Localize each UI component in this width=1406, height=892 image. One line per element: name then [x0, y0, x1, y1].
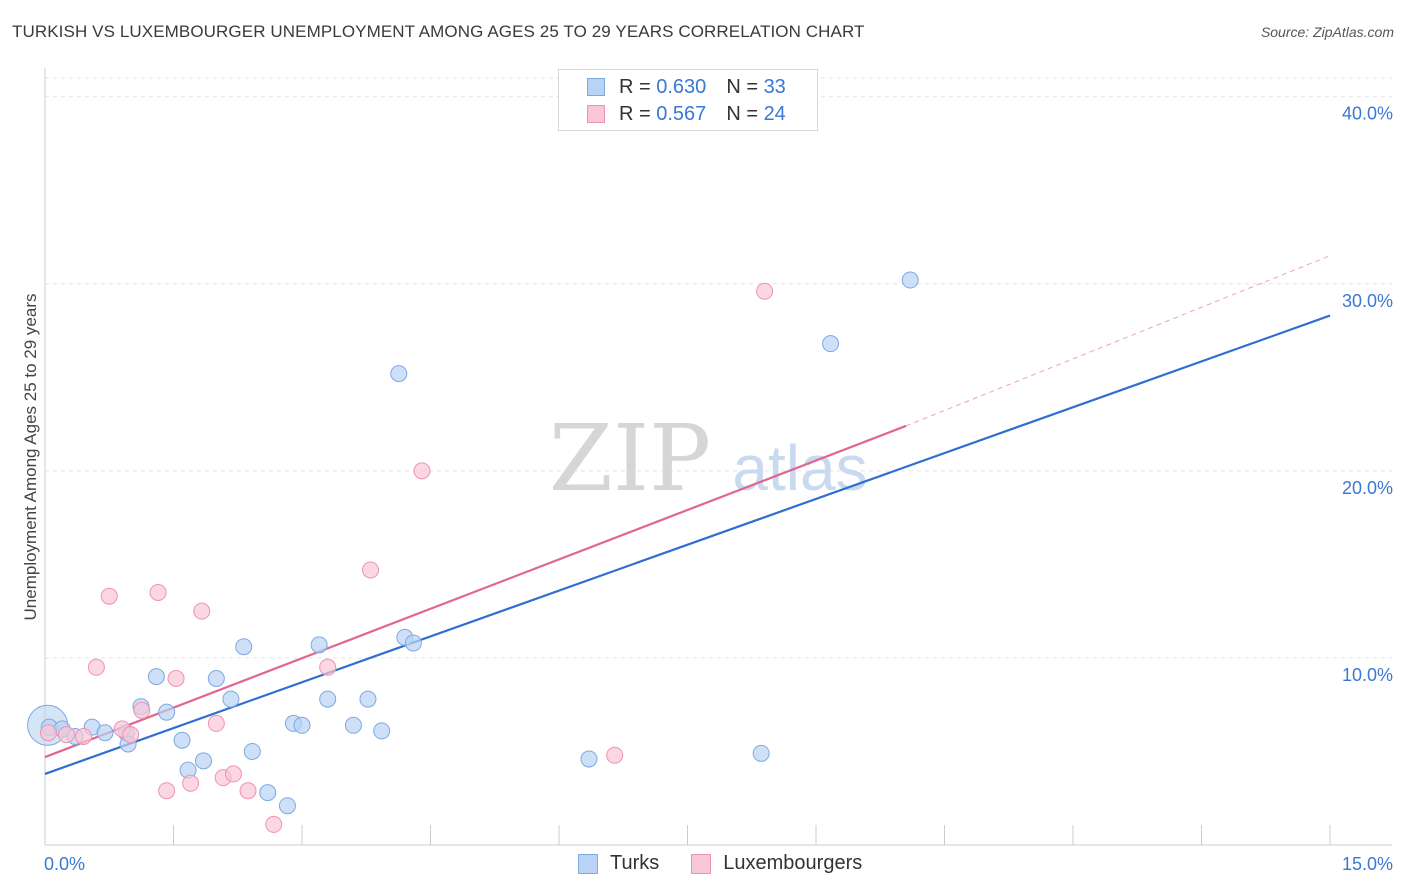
- luxembourgers-point: [193, 602, 211, 620]
- watermark-atlas: atlas: [732, 432, 867, 504]
- turks-point: [373, 722, 391, 740]
- turks-point: [822, 335, 840, 353]
- y-tick-label: 10.0%: [1342, 665, 1393, 685]
- bottom-legend-luxembourgers: Luxembourgers: [723, 852, 863, 874]
- turks-point: [752, 744, 770, 762]
- luxembourgers-point: [265, 815, 283, 833]
- lux-n-label: N =: [726, 102, 758, 125]
- y-tick-label: 30.0%: [1342, 291, 1393, 311]
- luxembourgers-point: [100, 587, 118, 605]
- turks-point: [207, 670, 225, 688]
- turks-point: [310, 636, 328, 654]
- turks-trendline: [44, 314, 1331, 775]
- y-tick-label: 20.0%: [1342, 478, 1393, 498]
- bottom-legend-turks-swatch: [578, 853, 598, 874]
- turks-n-value: 33: [763, 75, 786, 98]
- chart-source: Source: ZipAtlas.com: [1260, 24, 1394, 40]
- luxembourgers-point: [362, 561, 380, 579]
- luxembourgers-point: [413, 462, 431, 480]
- luxembourgers-point: [57, 726, 75, 744]
- luxembourgers-point: [319, 658, 337, 676]
- data-points: [27, 271, 919, 833]
- legend-row-luxembourgers: R = 0.567 N = 24: [587, 102, 786, 126]
- luxembourgers-trendline-extension: [905, 255, 1331, 427]
- luxembourgers-point: [239, 782, 257, 800]
- luxembourgers-point: [167, 670, 185, 688]
- turks-point: [319, 690, 337, 708]
- legend-row-turks: R = 0.630 N = 33: [587, 75, 786, 99]
- turks-point: [194, 752, 212, 770]
- turks-point: [147, 668, 165, 686]
- axes: [44, 68, 1392, 846]
- lux-n-value: 24: [763, 102, 786, 125]
- trendlines: [44, 255, 1331, 775]
- luxembourgers-swatch: [587, 105, 605, 123]
- turks-point: [259, 784, 277, 802]
- turks-point: [344, 716, 362, 734]
- luxembourgers-point: [756, 282, 774, 300]
- bottom-legend-turks: Turks: [610, 852, 660, 874]
- luxembourgers-point: [122, 726, 140, 744]
- grid: [45, 77, 1392, 659]
- turks-r-label: R =: [619, 75, 651, 98]
- turks-point: [390, 365, 408, 383]
- luxembourgers-point: [224, 765, 242, 783]
- lux-r-value: 0.567: [656, 102, 707, 125]
- lux-r-label: R =: [619, 102, 651, 125]
- turks-point: [96, 724, 114, 742]
- turks-point: [278, 797, 296, 815]
- luxembourgers-point: [158, 782, 176, 800]
- turks-point: [580, 750, 598, 768]
- luxembourgers-point: [75, 727, 93, 745]
- turks-point: [173, 731, 191, 749]
- tick-labels: 10.0% 20.0% 30.0% 40.0% 0.0% 15.0%: [44, 104, 1393, 874]
- turks-point: [158, 703, 176, 721]
- y-axis-label: Unemployment Among Ages 25 to 29 years: [21, 293, 40, 621]
- turks-point: [243, 742, 261, 760]
- turks-n-label: N =: [726, 75, 758, 98]
- stats-legend: R = 0.630 N = 33 R = 0.567 N = 24: [558, 69, 818, 131]
- luxembourgers-point: [87, 658, 105, 676]
- x-tick-label-min: 0.0%: [44, 854, 85, 874]
- luxembourgers-trendline: [44, 424, 907, 759]
- turks-swatch: [587, 78, 605, 96]
- turks-point: [359, 690, 377, 708]
- turks-point: [404, 634, 422, 652]
- x-tick-label-max: 15.0%: [1342, 854, 1393, 874]
- turks-point: [293, 716, 311, 734]
- y-tick-label: 40.0%: [1342, 104, 1393, 124]
- bottom-legend-lux-swatch: [691, 853, 712, 874]
- luxembourgers-point: [207, 714, 225, 732]
- watermark: ZIP atlas: [549, 405, 868, 512]
- luxembourgers-point: [149, 583, 167, 601]
- luxembourgers-point: [182, 774, 200, 792]
- luxembourgers-point: [606, 746, 624, 764]
- turks-point: [235, 638, 253, 656]
- luxembourgers-point: [133, 701, 151, 719]
- luxembourgers-point: [39, 724, 57, 742]
- turks-point: [222, 690, 240, 708]
- turks-r-value: 0.630: [656, 75, 707, 98]
- bottom-legend: Turks Luxembourgers: [578, 852, 862, 875]
- turks-point: [901, 271, 919, 289]
- watermark-zip: ZIP: [549, 405, 711, 512]
- chart-title: TURKISH VS LUXEMBOURGER UNEMPLOYMENT AMO…: [12, 22, 865, 41]
